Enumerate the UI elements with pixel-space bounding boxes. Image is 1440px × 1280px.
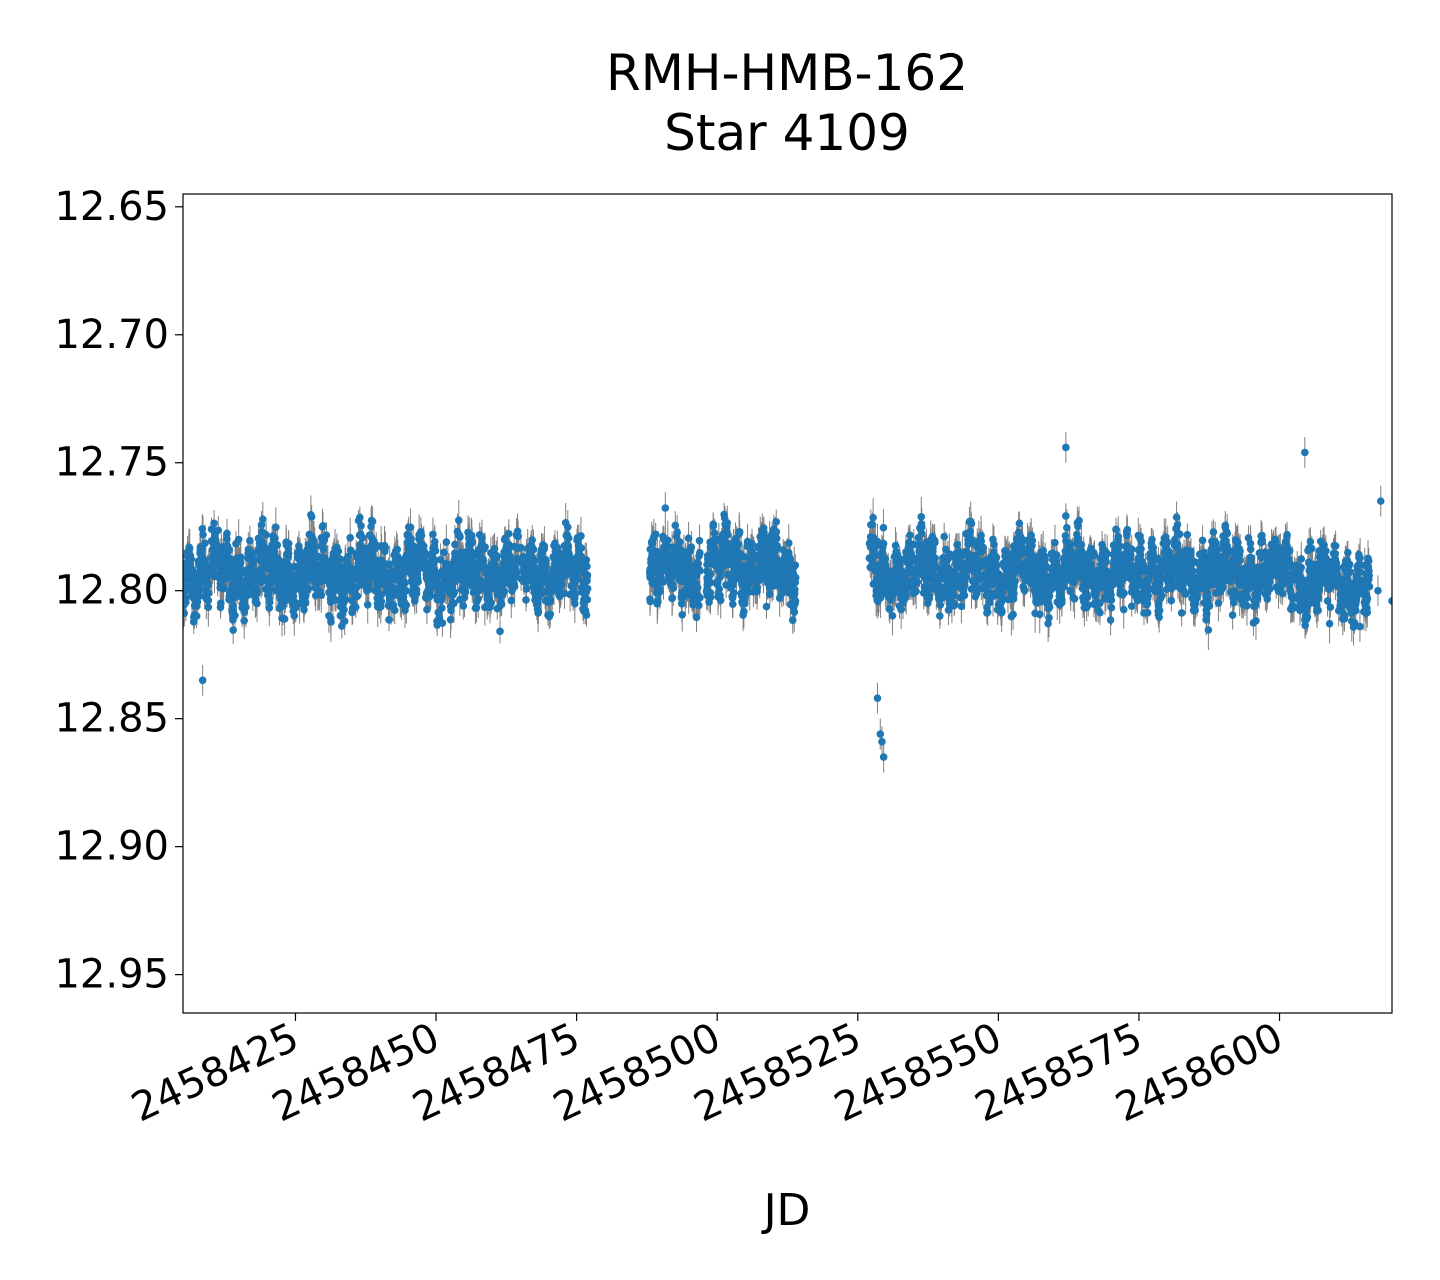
chart-title-line-1: RMH-HMB-162 [606,44,968,102]
data-points-group [183,443,1392,761]
chart-title-line-2: Star 4109 [664,104,910,162]
plot-area [182,193,1393,1014]
data-point [451,540,459,549]
data-point [496,627,504,636]
